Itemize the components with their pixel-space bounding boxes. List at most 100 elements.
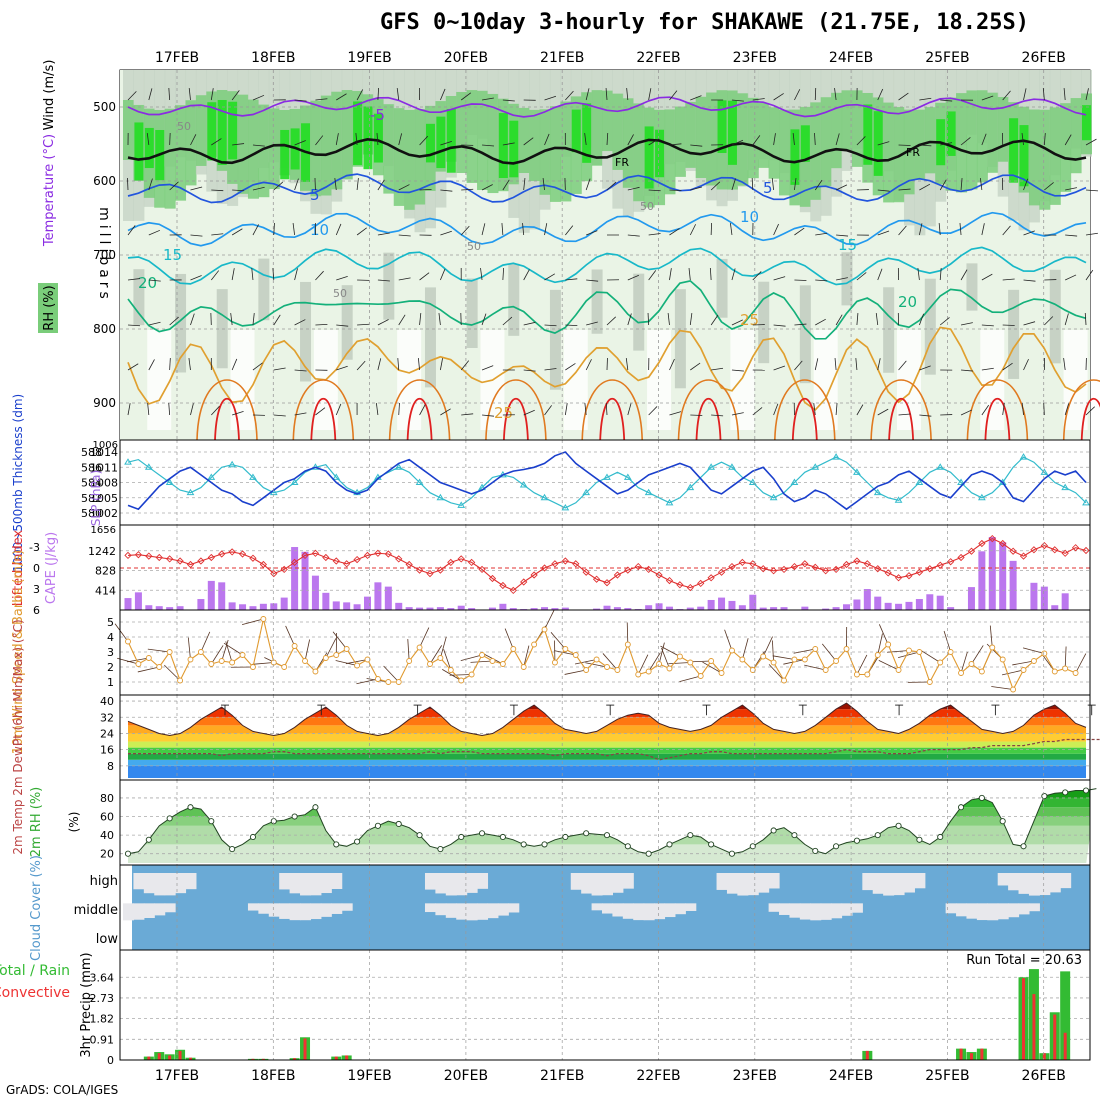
cape-bar	[738, 605, 746, 610]
cloud-gap-high	[1039, 873, 1051, 896]
wind-barb	[1065, 187, 1078, 191]
wind-barb	[1044, 182, 1054, 191]
wind-marker	[937, 659, 944, 666]
cape-tick-label: 414	[95, 584, 116, 597]
precip-conv-bar	[178, 1050, 182, 1060]
wind-barb	[502, 99, 515, 102]
wind-barb	[981, 223, 985, 236]
li-marker	[634, 562, 642, 571]
wind-barb	[127, 225, 136, 236]
wind-barb	[919, 183, 931, 191]
wind-barb	[856, 404, 864, 416]
li-tick-label: 0	[33, 562, 40, 575]
wind-barb	[877, 141, 890, 146]
cape-bar	[405, 607, 413, 610]
wind-barb	[504, 628, 514, 650]
wind-barb	[481, 223, 486, 236]
wind-barb	[127, 324, 141, 327]
cape-bar	[343, 602, 351, 610]
wind-barb	[584, 133, 587, 146]
rh-dry-pocket	[730, 330, 755, 430]
wind-barb	[773, 93, 784, 101]
rh-marker	[437, 846, 444, 853]
wind-barb	[772, 655, 795, 660]
wind-barb	[648, 189, 661, 192]
ylabel-thickness: 1000~500mb Thickness (dm)	[11, 394, 25, 572]
wind-marker	[604, 664, 610, 670]
wind-barb	[335, 403, 342, 416]
rh-band-bright	[134, 122, 144, 181]
cloud-gap-middle	[622, 903, 634, 919]
contour-label: 25	[740, 311, 759, 329]
wind-barb	[1023, 321, 1036, 326]
li-marker	[863, 560, 871, 568]
wind-barb	[376, 133, 379, 146]
cloud-gap-high	[602, 873, 613, 896]
wind-barb	[502, 267, 505, 281]
cape-bar	[488, 607, 496, 610]
wind-barb	[762, 636, 773, 657]
wind-barb	[460, 360, 470, 371]
cloud-gap-middle	[477, 903, 489, 920]
contour-label: 50	[467, 240, 481, 253]
wind-barb	[959, 223, 962, 236]
wind-barb	[148, 279, 161, 282]
slp-marker	[415, 478, 424, 485]
rh-band-dark	[300, 281, 312, 382]
rh-marker	[603, 832, 611, 839]
wind-barb	[875, 313, 879, 326]
thickness-line	[127, 451, 1087, 511]
wind-barb	[606, 132, 609, 146]
wind-marker	[302, 658, 308, 664]
li-marker	[769, 567, 778, 575]
wind-barb	[273, 222, 275, 236]
pressure-tick-label: 700	[93, 248, 116, 262]
rh-marker	[1041, 793, 1048, 800]
ylabel-slp: SLP (hPa)	[89, 470, 103, 526]
wind-marker	[624, 641, 631, 648]
wind-barb	[335, 660, 358, 666]
cape-bar	[593, 608, 601, 610]
cape-bar	[551, 608, 559, 610]
wind-barb	[232, 410, 244, 416]
rh-marker	[499, 833, 506, 841]
li-marker	[676, 581, 684, 589]
wind-barb	[398, 402, 400, 416]
x-tick-label-bottom: 24FEB	[829, 1068, 873, 1084]
wind-barb	[398, 277, 411, 281]
cloud-gap-high	[768, 873, 780, 889]
slp-tick-label: 1011	[90, 461, 118, 474]
cloud-gap-middle	[424, 903, 436, 913]
wind-barb	[188, 358, 191, 371]
wind-barb	[336, 324, 349, 327]
li-marker	[790, 562, 799, 571]
wind-barb	[940, 142, 953, 146]
side-label-rh: RH (%)	[42, 285, 57, 330]
thickness-tick-label: 582	[81, 492, 102, 505]
wind-marker	[406, 658, 413, 664]
wind-barb	[137, 666, 160, 673]
wind-barb	[679, 675, 701, 683]
li-marker	[363, 551, 372, 560]
wind-barb	[481, 365, 494, 371]
wind-barb	[440, 140, 452, 146]
wind-barb	[606, 181, 617, 191]
wind-barb	[836, 277, 848, 281]
wind-marker	[218, 658, 225, 664]
rh-band-dark	[424, 287, 436, 388]
wind-barb	[981, 324, 994, 327]
wind-barb	[960, 178, 963, 191]
temp-band	[128, 759, 1086, 766]
li-marker	[613, 571, 622, 579]
wind-barb	[586, 230, 598, 236]
cloud-gap-middle	[664, 903, 676, 918]
wind-barb	[470, 660, 493, 663]
wind-barb	[210, 270, 220, 281]
li-marker	[405, 560, 413, 569]
wind-barb	[356, 360, 366, 371]
li-marker	[738, 558, 747, 567]
wind-marker	[385, 679, 392, 685]
cape-bar	[1051, 605, 1059, 610]
x-tick-label-top: 19FEB	[347, 50, 391, 66]
cape-bar	[832, 607, 840, 610]
